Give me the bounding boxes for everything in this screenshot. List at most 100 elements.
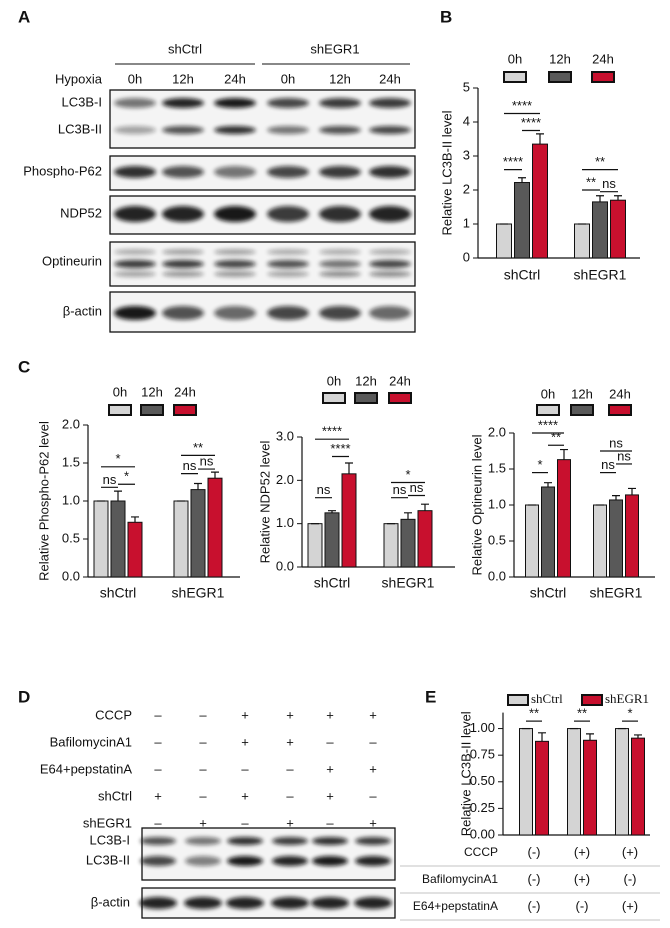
bar [574,223,590,259]
legend-label: 0h [508,51,522,66]
panel-label: B [440,7,452,26]
y-tick-label: 3.0 [276,428,294,443]
error-bar [328,510,336,513]
blot-band [214,126,256,134]
y-tick-label: 0.5 [62,530,80,545]
blot-band [214,271,256,277]
bar [609,499,623,578]
legend-swatch [581,694,603,706]
legend-label: 12h [549,51,571,66]
legend-swatch [570,404,594,416]
blot-band [369,166,411,178]
blot-band [114,271,156,277]
blot-band [267,271,309,277]
blot-band [227,856,263,866]
y-tick-label: 0.75 [470,747,495,762]
band-label: Phospho-P62 [23,163,102,178]
y-axis-label: Relative LC3B-II level [439,110,454,235]
bar [615,728,629,836]
legend-swatch [140,404,164,416]
treatment-sign: – [241,761,249,776]
bar [541,486,555,578]
blot-band [162,206,204,222]
treatment-sign: – [199,761,207,776]
bar [532,143,548,259]
legend-swatch [536,404,560,416]
legend-swatch [608,404,632,416]
error-bar [596,195,604,202]
error-bar [114,490,122,501]
legend-label: 0h [113,384,127,399]
y-tick-label: 0.0 [276,558,294,573]
x-tick-label: shCtrl [100,585,137,601]
treatment-sign: – [199,788,207,803]
blot-band [227,837,263,845]
y-tick-label: 2.0 [62,416,80,431]
blot-band [267,166,309,178]
condition-value: (-) [576,898,589,913]
blot-band [319,271,361,277]
legend-label: 12h [355,373,377,388]
blot-band [319,206,361,222]
panel-label: A [18,7,30,26]
blot-band [271,897,309,909]
treatment-label: shCtrl [98,788,132,803]
treatment-sign: – [154,707,162,722]
significance-label: ns [602,176,616,191]
blot-band [214,249,256,255]
significance-label: ** [577,706,587,721]
condition-label: BafilomycinA1 [422,872,498,886]
blot-band [114,166,156,178]
treatment-label: CCCP [95,707,132,722]
legend-swatch [591,71,615,83]
legend-swatch [173,404,197,416]
x-tick-label: shCtrl [504,267,541,283]
y-axis-label: Relative Phospho-P62 level [36,421,51,581]
significance-label: ns [617,448,631,463]
bar [496,223,512,259]
bar [514,182,530,259]
band-label: LC3B-II [58,121,102,136]
treatment-sign: – [241,815,249,830]
band-label: Optineurin [42,253,102,268]
blot-band [162,271,204,277]
significance-label: **** [521,115,541,130]
significance-label: **** [322,424,342,439]
significance-label: ** [595,154,605,169]
error-bar [614,195,622,201]
blot-band [369,206,411,222]
blot-band [369,98,411,108]
y-axis-label: Relative Optineurin level [469,434,484,575]
timepoint-label: 24h [379,71,401,86]
bar [535,740,549,836]
blot-band [319,166,361,178]
legend-label: 24h [609,386,631,401]
treatment-sign: + [369,761,377,776]
y-tick-label: 0.25 [470,800,495,815]
bar [593,504,607,578]
treatment-sign: – [369,734,377,749]
legend-label: 12h [571,386,593,401]
significance-label: ns [393,482,407,497]
treatment-sign: – [326,734,334,749]
blot-band [214,260,256,268]
blot-band [267,126,309,134]
blot-band [319,306,361,320]
bar [383,523,399,568]
y-tick-label: 0.0 [62,568,80,583]
error-bar [345,462,353,474]
error-bar [634,734,642,739]
treatment-sign: + [286,707,294,722]
significance-label: **** [512,98,532,113]
band-label: β-actin [91,894,130,909]
treatment-sign: – [154,761,162,776]
blot-band [369,260,411,268]
bar [173,500,189,578]
treatment-sign: – [199,707,207,722]
y-tick-label: 3 [463,147,470,162]
condition-label: Hypoxia [55,71,103,86]
treatment-sign: – [369,788,377,803]
bar [190,489,206,578]
error-bar [628,487,636,495]
blot-frame [109,291,416,333]
